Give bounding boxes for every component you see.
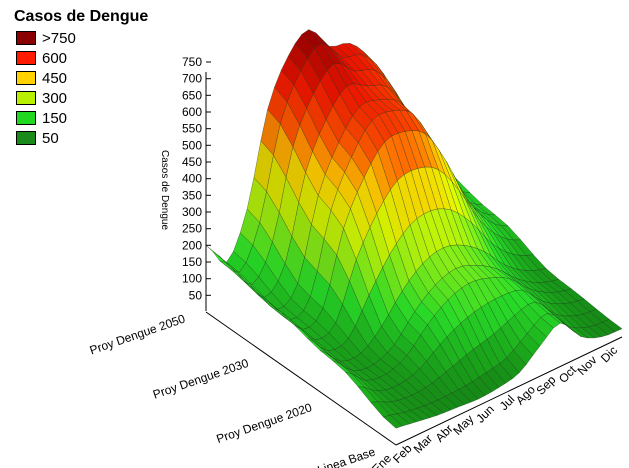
legend-label: >750 <box>42 29 76 47</box>
z-axis-title: Casos de Dengue <box>159 150 170 230</box>
legend-swatch <box>16 71 36 85</box>
z-tick-label: 150 <box>182 255 202 269</box>
month-tick-label: Jun <box>473 402 497 426</box>
scenario-tick-label: Proy Dengue 2050 <box>88 311 187 357</box>
scenario-tick-label: Proy Dengue 2020 <box>214 400 313 446</box>
z-tick-label: 500 <box>182 138 202 152</box>
legend-items: >750 600 450 300 150 50 <box>14 28 148 148</box>
z-tick-label: 200 <box>182 238 202 252</box>
legend-label: 450 <box>42 69 68 87</box>
legend-swatch <box>16 91 36 105</box>
z-tick-label: 450 <box>182 155 202 169</box>
surface-cell <box>602 319 623 333</box>
legend-item: 150 <box>14 108 148 128</box>
legend-item: >750 <box>14 28 148 48</box>
legend-label: 300 <box>42 89 68 107</box>
z-tick-label: 350 <box>182 188 202 202</box>
legend-label: 600 <box>42 49 68 67</box>
legend-swatch <box>16 131 36 145</box>
surface-plot <box>205 29 623 429</box>
legend-item: 300 <box>14 88 148 108</box>
month-axis-line <box>395 336 623 446</box>
month-tick-label: Mar <box>411 432 436 457</box>
legend-swatch <box>16 51 36 65</box>
legend-item: 450 <box>14 68 148 88</box>
z-tick-label: 300 <box>182 205 202 219</box>
month-tick-label: Nov <box>575 353 600 378</box>
z-tick-label: 650 <box>182 88 202 102</box>
legend-swatch <box>16 31 36 45</box>
legend-item: 50 <box>14 128 148 148</box>
scenario-tick-label: Proy Dengue 2030 <box>151 356 250 402</box>
z-tick-label: 750 <box>182 55 202 69</box>
z-tick-label: 400 <box>182 172 202 186</box>
scenario-tick-label: Linea Base <box>316 444 378 468</box>
scenario-axis-line <box>205 311 397 446</box>
z-tick-label: 250 <box>182 222 202 236</box>
legend-label: 150 <box>42 109 68 127</box>
legend: Casos de Dengue >750 600 450 300 150 50 <box>14 8 148 148</box>
z-tick-label: 50 <box>189 288 203 302</box>
z-tick-label: 700 <box>182 72 202 86</box>
z-tick-label: 100 <box>182 272 202 286</box>
z-tick-label: 550 <box>182 122 202 136</box>
legend-swatch <box>16 111 36 125</box>
z-tick-label: 600 <box>182 105 202 119</box>
z-axis: 50 100 150 200 250 300 350 400 450 500 550 600 650 70… <box>182 55 211 311</box>
legend-label: 50 <box>42 129 59 147</box>
legend-title: Casos de Dengue <box>14 8 149 25</box>
legend-item: 600 <box>14 48 148 68</box>
